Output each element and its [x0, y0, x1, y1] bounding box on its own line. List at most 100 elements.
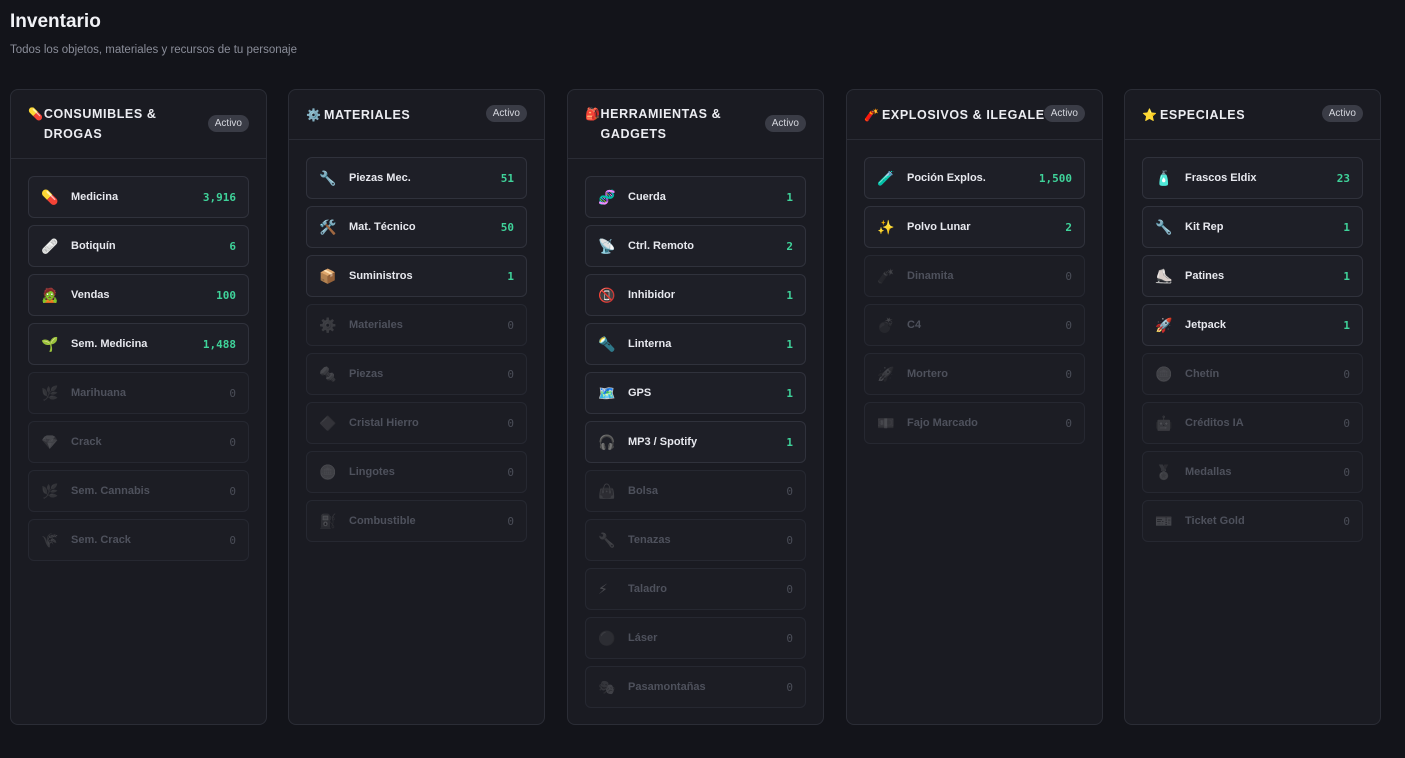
item-icon: 🧬 — [598, 188, 616, 205]
inventory-item[interactable]: ⚙️ Materiales 0 — [306, 304, 527, 346]
category-column-especiales: ⭐ ESPECIALES Activo 🧴 Frascos Eldix 23 🔧 Kit… — [1124, 89, 1381, 725]
item-quantity: 0 — [1343, 514, 1350, 528]
inventory-item[interactable]: 📦 Suministros 1 — [306, 255, 527, 297]
inventory-item[interactable]: 🔷 Cristal Hierro 0 — [306, 402, 527, 444]
inventory-item[interactable]: 🎫 Ticket Gold 0 — [1142, 500, 1363, 542]
item-list: 🧴 Frascos Eldix 23 🔧 Kit Rep 1 ⛸️ Patines 1 🚀 Jetp… — [1125, 140, 1380, 542]
inventory-item[interactable]: 🔴 Láser 0 — [585, 617, 806, 659]
inventory-item[interactable]: ⛸️ Patines 1 — [1142, 255, 1363, 297]
item-name: Mat. Técnico — [349, 221, 416, 233]
inventory-item[interactable]: 🛠️ Mat. Técnico 50 — [306, 206, 527, 248]
item-quantity: 23 — [1336, 171, 1350, 185]
item-name: GPS — [628, 387, 652, 399]
inventory-item[interactable]: 🚀 Jetpack 1 — [1142, 304, 1363, 346]
item-quantity: 0 — [786, 631, 793, 645]
inventory-item[interactable]: ⛽ Combustible 0 — [306, 500, 527, 542]
item-name: Láser — [628, 632, 658, 644]
inventory-item[interactable]: 🎭 Pasamontañas 0 — [585, 666, 806, 708]
item-name: Lingotes — [349, 466, 395, 478]
item-name: Botiquín — [71, 240, 116, 252]
item-quantity: 1 — [786, 386, 793, 400]
item-quantity: 6 — [229, 239, 236, 253]
item-quantity: 1,488 — [202, 337, 236, 351]
inventory-item[interactable]: ⚡ Taladro 0 — [585, 568, 806, 610]
column-title: 🧨 EXPLOSIVOS & ILEGALES — [864, 105, 1054, 125]
item-quantity: 0 — [507, 514, 514, 528]
status-badge: Activo — [1043, 105, 1085, 122]
item-name: Medicina — [71, 191, 119, 203]
inventory-item[interactable]: 🧴 Frascos Eldix 23 — [1142, 157, 1363, 199]
inventory-item[interactable]: 🧨 Dinamita 0 — [864, 255, 1085, 297]
item-name: Kit Rep — [1185, 221, 1224, 233]
category-column-herramientas: 🎒 HERRAMIENTAS & GADGETS Activo 🧬 Cuerda 1… — [567, 89, 824, 725]
item-icon: 🛠️ — [319, 218, 337, 235]
item-name: Mortero — [907, 368, 948, 380]
inventory-item[interactable]: 🗺️ GPS 1 — [585, 372, 806, 414]
inventory-item[interactable]: 💎 Crack 0 — [28, 421, 249, 463]
item-name: Sem. Cannabis — [71, 485, 150, 497]
item-quantity: 0 — [1343, 465, 1350, 479]
item-quantity: 0 — [1065, 367, 1072, 381]
inventory-item[interactable]: 🧟 Vendas 100 — [28, 274, 249, 316]
inventory-item[interactable]: 🏅 Medallas 0 — [1142, 451, 1363, 493]
inventory-item[interactable]: 🔧 Tenazas 0 — [585, 519, 806, 561]
column-title: ⚙️ MATERIALES — [306, 105, 410, 125]
inventory-item[interactable]: 🌿 Marihuana 0 — [28, 372, 249, 414]
item-icon: 🎧 — [598, 433, 616, 450]
inventory-item[interactable]: 🌿 Sem. Cannabis 0 — [28, 470, 249, 512]
item-icon: 🔩 — [319, 365, 337, 382]
item-icon: 🌾 — [41, 531, 59, 548]
item-icon: 👜 — [598, 482, 616, 499]
item-name: Marihuana — [71, 387, 127, 399]
pill-icon: 💊 — [28, 107, 44, 121]
item-quantity: 0 — [229, 533, 236, 547]
item-name: Patines — [1185, 270, 1225, 282]
inventory-item[interactable]: 🤖 Créditos IA 0 — [1142, 402, 1363, 444]
item-name: C4 — [907, 319, 922, 331]
item-icon: ⛸️ — [1155, 267, 1173, 284]
backpack-icon: 🎒 — [585, 107, 601, 121]
item-icon: 🪙 — [1155, 365, 1173, 382]
inventory-item[interactable]: 📡 Ctrl. Remoto 2 — [585, 225, 806, 267]
inventory-item[interactable]: 🔦 Linterna 1 — [585, 323, 806, 365]
inventory-item[interactable]: 💣 C4 0 — [864, 304, 1085, 346]
status-badge: Activo — [1321, 105, 1363, 122]
item-name: Sem. Medicina — [71, 338, 148, 350]
inventory-item[interactable]: 📵 Inhibidor 1 — [585, 274, 806, 316]
inventory-item[interactable]: 👜 Bolsa 0 — [585, 470, 806, 512]
inventory-item[interactable]: 🌱 Sem. Medicina 1,488 — [28, 323, 249, 365]
inventory-item[interactable]: 💵 Fajo Marcado 0 — [864, 402, 1085, 444]
item-name: Créditos IA — [1185, 417, 1244, 429]
page-subtitle: Todos los objetos, materiales y recursos… — [10, 44, 298, 56]
inventory-item[interactable]: 🩹 Botiquín 6 — [28, 225, 249, 267]
inventory-item[interactable]: 🎧 MP3 / Spotify 1 — [585, 421, 806, 463]
item-list: 🧪 Poción Explos. 1,500 ✨ Polvo Lunar 2 🧨 Dinami… — [847, 140, 1102, 444]
category-column-consumibles: 💊 CONSUMIBLES & DROGAS Activo 💊 Medicina 3… — [10, 89, 267, 725]
item-quantity: 0 — [1065, 416, 1072, 430]
inventory-item[interactable]: 🔧 Kit Rep 1 — [1142, 206, 1363, 248]
item-icon: 💣 — [877, 316, 895, 333]
inventory-item[interactable]: 🧪 Poción Explos. 1,500 — [864, 157, 1085, 199]
item-name: Medallas — [1185, 466, 1232, 478]
item-quantity: 1 — [1343, 220, 1350, 234]
star-icon: ⭐ — [1142, 107, 1158, 122]
item-quantity: 1 — [786, 288, 793, 302]
item-name: Pasamontañas — [628, 681, 706, 693]
item-name: Linterna — [628, 338, 672, 350]
gear-icon: ⚙️ — [306, 107, 322, 122]
inventory-item[interactable]: ✨ Polvo Lunar 2 — [864, 206, 1085, 248]
inventory-item[interactable]: 🪙 Lingotes 0 — [306, 451, 527, 493]
item-name: Combustible — [349, 515, 416, 527]
firecracker-icon: 🧨 — [864, 107, 880, 122]
inventory-item[interactable]: 🔧 Piezas Mec. 51 — [306, 157, 527, 199]
item-quantity: 50 — [500, 220, 514, 234]
inventory-item[interactable]: 🚀 Mortero 0 — [864, 353, 1085, 395]
inventory-item[interactable]: 🔩 Piezas 0 — [306, 353, 527, 395]
inventory-item[interactable]: 🌾 Sem. Crack 0 — [28, 519, 249, 561]
inventory-item[interactable]: 🪙 Chetín 0 — [1142, 353, 1363, 395]
inventory-item[interactable]: 💊 Medicina 3,916 — [28, 176, 249, 218]
item-quantity: 0 — [507, 416, 514, 430]
item-quantity: 0 — [1343, 367, 1350, 381]
item-icon: 💵 — [877, 414, 895, 431]
inventory-item[interactable]: 🧬 Cuerda 1 — [585, 176, 806, 218]
